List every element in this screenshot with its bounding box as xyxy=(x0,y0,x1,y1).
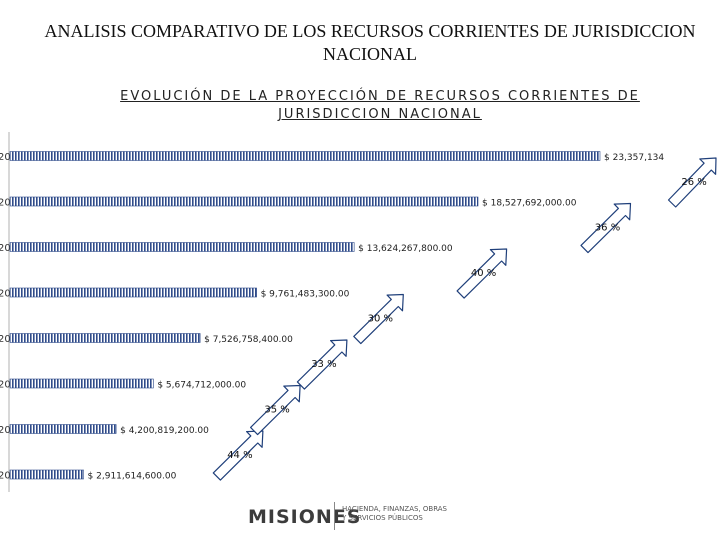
value-label: $ 5,674,712,000.00 xyxy=(157,381,246,391)
bar xyxy=(9,196,479,207)
growth-arrow xyxy=(296,339,348,390)
bar xyxy=(9,242,355,252)
growth-arrow xyxy=(456,248,508,299)
bar xyxy=(9,151,601,161)
growth-label: 40 % xyxy=(471,268,496,279)
value-label: $ 18,527,692,000.00 xyxy=(482,199,577,209)
growth-label: 36 % xyxy=(595,222,620,233)
growth-arrow xyxy=(353,293,404,345)
footer-band xyxy=(0,495,720,540)
value-label: $ 2,911,614,600.00 xyxy=(88,472,177,482)
growth-label: 44 % xyxy=(227,450,252,461)
chart-title: EVOLUCIÓN DE LA PROYECCIÓN DE RECURSOS C… xyxy=(70,88,690,124)
misiones-logo: MISIONES xyxy=(248,506,362,528)
growth-arrow xyxy=(580,202,632,254)
bar xyxy=(9,333,201,343)
bar xyxy=(9,287,257,298)
value-label: $ 7,526,758,400.00 xyxy=(204,335,293,345)
value-label: $ 23,357,134 xyxy=(604,153,664,163)
page-title: ANALISIS COMPARATIVO DE LOS RECURSOS COR… xyxy=(44,21,696,64)
growth-label: 35 % xyxy=(264,404,289,415)
growth-label: 33 % xyxy=(311,359,336,370)
growth-arrow xyxy=(667,157,717,208)
growth-label: 26 % xyxy=(681,177,706,188)
footer-subtitle: HACIENDA, FINANZAS, OBRAS Y SERVICIOS PÚ… xyxy=(342,505,447,522)
value-label: $ 4,200,819,200.00 xyxy=(120,426,209,436)
chart-area xyxy=(0,75,720,495)
chart-title-text: EVOLUCIÓN DE LA PROYECCIÓN DE RECURSOS C… xyxy=(120,89,640,122)
value-label: $ 13,624,267,800.00 xyxy=(358,244,453,254)
growth-arrow xyxy=(250,384,301,436)
bar xyxy=(9,424,117,434)
growth-label: 30 % xyxy=(368,313,393,324)
footer-divider xyxy=(334,502,335,530)
value-label: $ 9,761,483,300.00 xyxy=(261,290,350,300)
bar xyxy=(9,378,154,389)
header-band xyxy=(0,0,720,75)
bar xyxy=(9,469,84,480)
